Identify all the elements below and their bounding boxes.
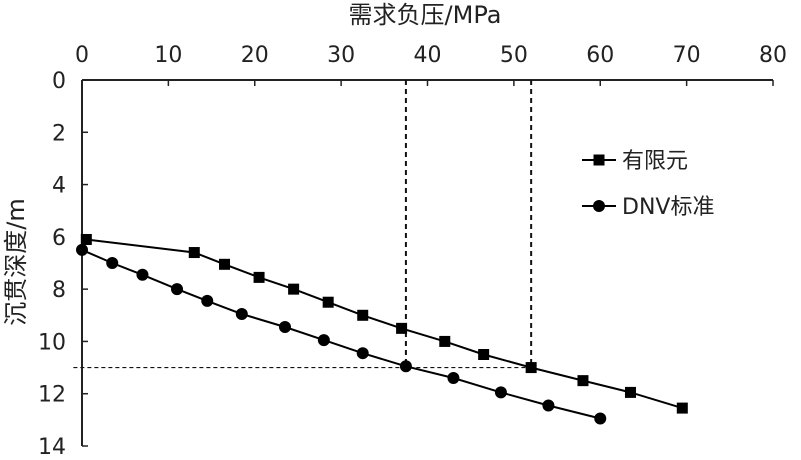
- y-tick-label: 4: [52, 174, 66, 199]
- data-point-square: [219, 258, 231, 270]
- x-tick-label: 60: [586, 43, 614, 68]
- y-tick-label: 8: [52, 278, 66, 303]
- data-point-square: [188, 247, 200, 259]
- x-tick-label: 40: [414, 43, 442, 68]
- x-axis-title: 需求负压/MPa: [349, 1, 502, 29]
- x-tick-label: 10: [154, 43, 182, 68]
- data-point-circle: [235, 307, 248, 320]
- y-tick-label: 6: [52, 226, 66, 251]
- data-point-square: [478, 349, 490, 360]
- x-tick-label: 50: [500, 43, 528, 68]
- series-1: [80, 233, 688, 414]
- y-tick-label: 14: [38, 435, 66, 460]
- series-2: [76, 243, 607, 425]
- legend-entry: 有限元: [582, 149, 688, 174]
- data-point-square: [288, 283, 300, 295]
- data-point-circle: [171, 283, 184, 296]
- x-tick-label: 20: [241, 43, 269, 68]
- series-layer: [76, 233, 688, 425]
- series-line: [86, 238, 683, 410]
- data-point-square: [676, 402, 688, 414]
- data-point-square: [396, 322, 408, 334]
- y-axis-title: 沉贯深度/m: [2, 198, 30, 325]
- data-point-square: [577, 375, 589, 387]
- legend: 有限元 DNV标准: [582, 149, 714, 220]
- data-point-circle: [356, 347, 369, 360]
- data-point-circle: [201, 294, 214, 307]
- data-point-circle: [278, 321, 291, 334]
- x-tick-label: 30: [327, 43, 355, 68]
- data-point-circle: [317, 334, 330, 347]
- data-point-circle: [399, 360, 412, 373]
- axes: 0 10 20 30 40 50 60 70 80 0 2 4 6 8 10 12 14: [38, 43, 787, 460]
- x-tick-label: 0: [75, 43, 89, 68]
- y-tick-label: 12: [38, 383, 66, 408]
- y-tick-label: 10: [38, 330, 66, 355]
- x-tick-label: 70: [673, 43, 701, 68]
- series-line: [81, 248, 601, 420]
- data-point-square: [439, 335, 451, 347]
- data-point-circle: [106, 257, 119, 269]
- data-point-square: [624, 386, 636, 398]
- data-point-square: [253, 271, 265, 283]
- data-point-square: [357, 309, 369, 321]
- data-point-circle: [136, 268, 149, 281]
- data-point-circle: [494, 386, 507, 399]
- data-point-circle: [594, 412, 607, 425]
- y-tick-label: 2: [52, 121, 66, 146]
- data-point-square: [322, 296, 334, 308]
- x-tick-label: 80: [759, 43, 787, 68]
- legend-label: DNV标准: [622, 195, 714, 220]
- data-point-square: [525, 362, 537, 374]
- legend-marker: [593, 154, 605, 166]
- y-tick-label: 0: [52, 69, 66, 94]
- data-point-circle: [447, 372, 460, 385]
- reference-lines: [73, 80, 533, 369]
- legend-entry: DNV标准: [582, 195, 714, 220]
- data-point-circle: [76, 243, 88, 256]
- data-point-circle: [542, 399, 555, 412]
- legend-label: 有限元: [622, 149, 688, 174]
- data-point-square: [80, 233, 92, 245]
- legend-marker: [593, 200, 605, 212]
